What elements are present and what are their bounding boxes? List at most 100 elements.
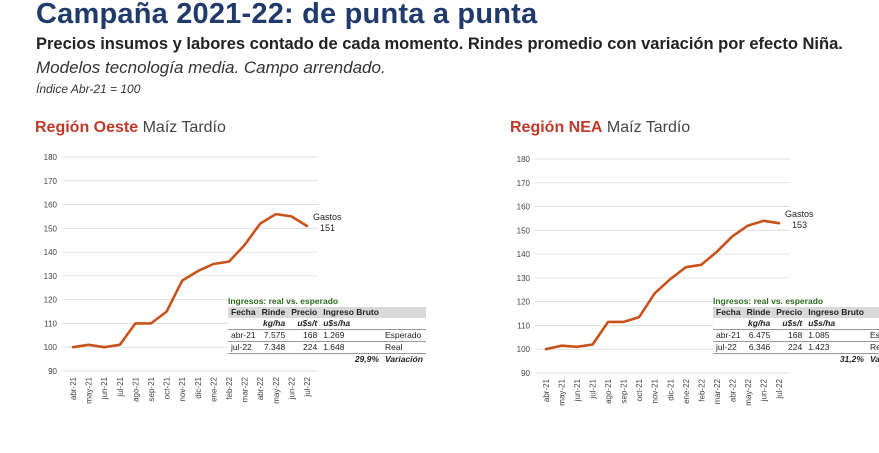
table-unit: u$s/t	[297, 318, 318, 328]
y-tick-label: 180	[517, 155, 531, 164]
table-units-row: kg/ha u$s/t u$s/ha	[228, 318, 426, 330]
table-cell: 168	[773, 329, 806, 342]
table-caption: Ingresos: real vs. esperado	[713, 296, 824, 306]
index-note: Índice Abr-21 = 100	[36, 82, 141, 96]
x-tick-label: dic-21	[194, 376, 203, 398]
x-tick-label: ago-21	[131, 376, 140, 401]
table-cell: Esperado	[381, 329, 426, 342]
table-unit	[867, 318, 879, 330]
table-header: Precio	[288, 307, 321, 318]
income-table-nea: Ingresos: real vs. esperado Fecha Rinde …	[713, 296, 879, 365]
x-tick-label: jun-21	[573, 378, 582, 402]
table-cell: Real	[866, 341, 879, 354]
x-tick-label: jul-22	[303, 376, 312, 397]
variation-label: Variación	[381, 353, 426, 365]
x-tick-label: may-22	[744, 378, 753, 405]
x-tick-label: may-21	[558, 378, 567, 405]
table-row: abr-21 6.475 168 1.085 Esperado	[713, 329, 879, 342]
x-tick-label: sep-21	[147, 376, 156, 401]
table-cell: 224	[773, 341, 806, 354]
x-tick-label: abr-22	[256, 376, 265, 400]
y-tick-label: 140	[44, 248, 58, 257]
x-tick-label: abr-22	[728, 378, 737, 402]
series-line-gastos	[71, 212, 309, 349]
subtitle: Precios insumos y labores contado de cad…	[36, 35, 843, 53]
table-header: Fecha	[713, 307, 744, 318]
table-header: Ingreso Bruto	[320, 307, 382, 318]
income-table-oeste: Ingresos: real vs. esperado Fecha Rinde …	[228, 296, 426, 365]
table-cell: abr-21	[228, 329, 259, 342]
region-name: Región Oeste	[35, 119, 139, 136]
variation-value: 29,9%	[320, 353, 382, 365]
table-header: Ingreso Bruto	[805, 307, 867, 318]
table-cell: 7.575	[258, 329, 289, 342]
y-tick-label: 160	[517, 203, 531, 212]
table-header: Rinde	[258, 307, 289, 318]
variation-label: Variación	[866, 353, 879, 365]
variation-value: 31,2%	[805, 353, 867, 365]
crop-name: Maíz Tardío	[606, 119, 691, 136]
x-tick-label: may-22	[272, 376, 281, 403]
x-tick-label: feb-22	[225, 376, 234, 399]
x-tick-label: mar-22	[241, 376, 250, 402]
table-cell: 168	[288, 329, 321, 342]
table-header-row: Fecha Rinde Precio Ingreso Bruto	[713, 307, 879, 318]
table-cell: abr-21	[713, 329, 744, 342]
x-tick-label: ago-21	[604, 378, 613, 403]
x-tick-label: jul-21	[116, 376, 125, 397]
table-header	[381, 307, 426, 318]
table-unit	[228, 318, 259, 330]
crop-name: Maíz Tardío	[142, 119, 226, 136]
chart-title-nea: Región NEA Maíz Tardío	[510, 119, 690, 137]
y-tick-label: 120	[44, 296, 58, 305]
table-header: Fecha	[228, 307, 259, 318]
x-tick-label: ene-22	[682, 378, 691, 403]
x-tick-label: jun-21	[100, 376, 109, 400]
page-title: Campaña 2021-22: de punta a punta	[36, 0, 538, 30]
y-tick-label: 100	[44, 343, 58, 352]
table-unit: kg/ha	[263, 318, 286, 328]
x-tick-label: mar-22	[713, 378, 722, 404]
y-tick-label: 170	[44, 177, 58, 186]
y-tick-label: 170	[517, 179, 531, 188]
table-cell: Real	[381, 341, 426, 354]
x-tick-label: feb-22	[697, 378, 706, 401]
y-tick-label: 120	[517, 298, 531, 307]
table-cell: 1.269	[320, 329, 382, 342]
x-tick-label: ene-22	[209, 376, 218, 401]
table-cell: 6.475	[743, 329, 774, 342]
table-unit: u$s/ha	[323, 318, 351, 328]
x-tick-label: nov-21	[651, 378, 660, 403]
y-tick-label: 90	[48, 367, 57, 376]
table-unit: u$s/ha	[808, 318, 836, 328]
table-cell: 224	[288, 341, 321, 354]
x-tick-label: nov-21	[178, 376, 187, 401]
x-tick-label: sep-21	[620, 378, 629, 403]
y-tick-label: 180	[44, 153, 58, 162]
y-tick-label: 150	[517, 226, 531, 235]
region-name: Región NEA	[510, 119, 603, 136]
x-tick-label: jun-22	[759, 378, 768, 402]
table-row: jul-22 7.348 224 1.648 Real	[228, 341, 426, 354]
series-end-label: Gastos	[313, 212, 342, 222]
table-unit	[713, 318, 744, 330]
y-tick-label: 90	[521, 369, 530, 378]
table-header	[866, 307, 879, 318]
x-tick-label: abr-21	[69, 376, 78, 400]
table-unit	[382, 318, 426, 330]
table-unit: kg/ha	[748, 318, 771, 328]
table-cell: jul-22	[228, 341, 259, 354]
x-tick-label: oct-21	[635, 378, 644, 401]
table-unit: u$s/t	[782, 318, 803, 328]
series-end-value: 153	[792, 220, 807, 230]
x-tick-label: jul-22	[775, 378, 784, 399]
table-row: jul-22 6.346 224 1.423 Real	[713, 341, 879, 354]
table-header-row: Fecha Rinde Precio Ingreso Bruto	[228, 307, 426, 318]
subtitle-secondary: Modelos tecnología media. Campo arrendad…	[36, 58, 386, 77]
table-cell: jul-22	[713, 341, 744, 354]
chart-title-oeste: Región Oeste Maíz Tardío	[35, 119, 226, 137]
x-tick-label: abr-21	[542, 378, 551, 402]
y-tick-label: 130	[44, 272, 58, 281]
